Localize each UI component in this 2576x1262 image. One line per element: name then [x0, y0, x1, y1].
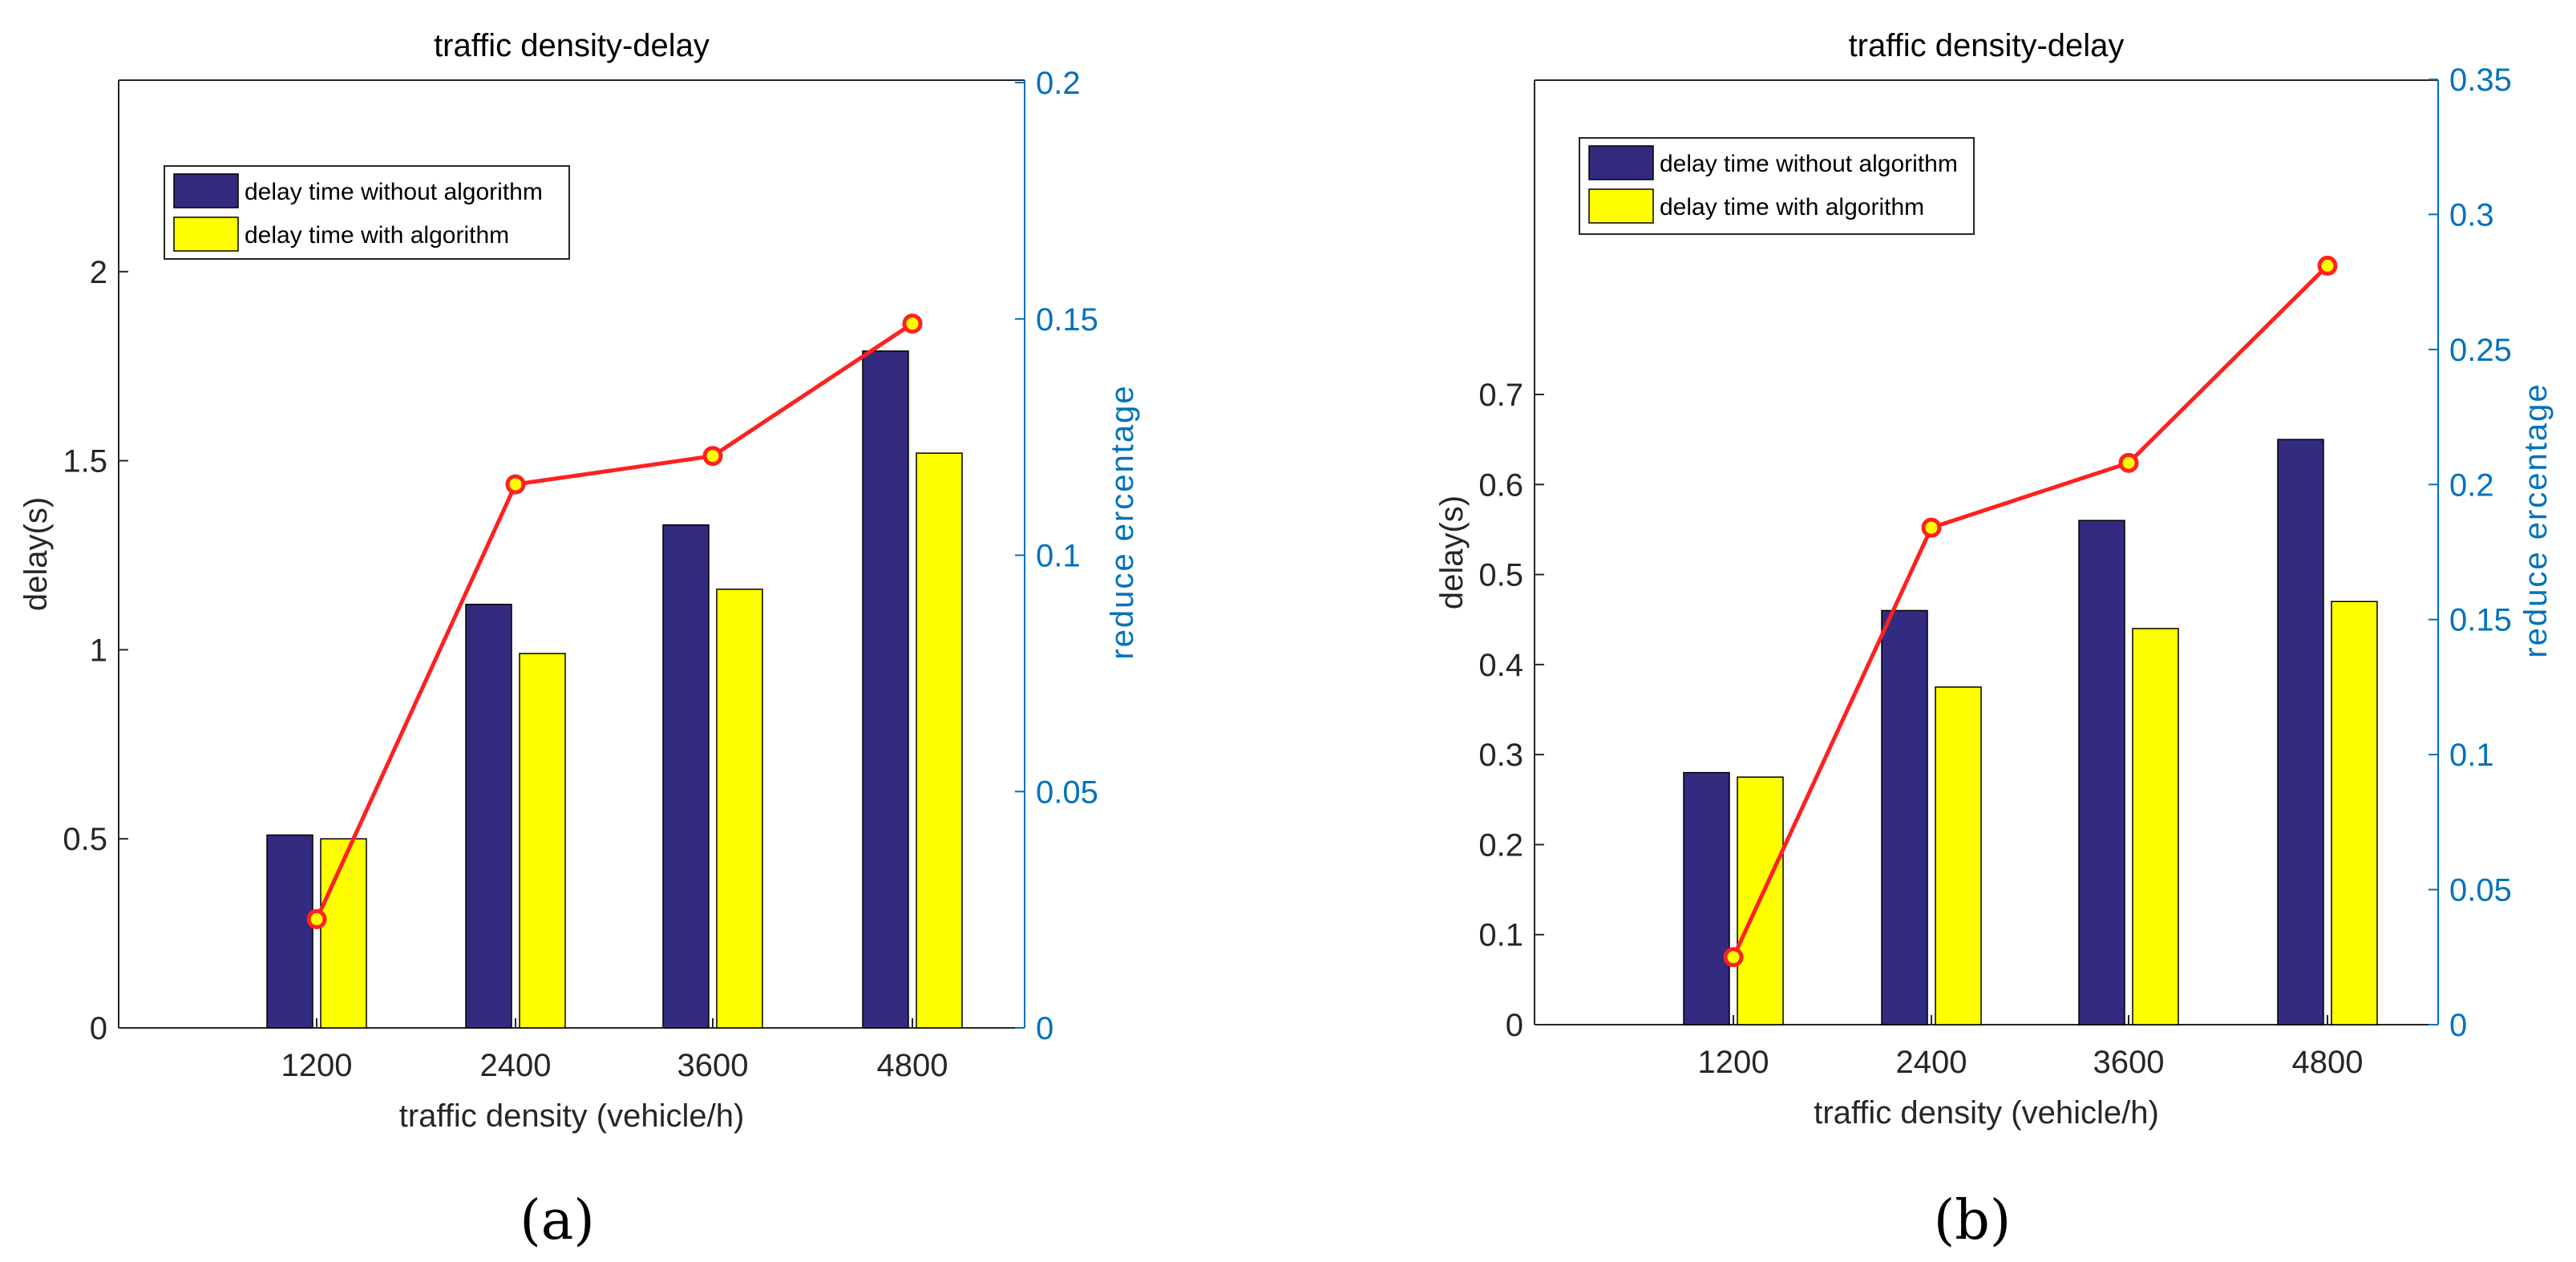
legend-label: delay time with algorithm [1660, 194, 1924, 220]
legend-swatch [1588, 188, 1654, 224]
panel-label: (b) [1934, 1189, 2012, 1252]
legend-label: delay time with algorithm [245, 222, 509, 249]
legend-label: delay time without algorithm [1660, 151, 1958, 177]
y-axis-label: delay(s) [1434, 495, 1470, 609]
bar-without-algorithm [266, 834, 313, 1029]
reduce-percentage-line [314, 322, 914, 920]
y-tick-label: 0.4 [1478, 648, 1523, 683]
bar-without-algorithm [862, 350, 909, 1029]
y-tick-label: 0.5 [63, 822, 107, 857]
reduce-percentage-point [1723, 947, 1744, 968]
reduce-percentage-line [1731, 264, 2329, 958]
y2-tick-label: 0.15 [1036, 302, 1098, 338]
x-axis-label: traffic density (vehicle/h) [1814, 1095, 2159, 1131]
x-tick-label: 1200 [281, 1048, 353, 1083]
bar-without-algorithm [1881, 609, 1928, 1025]
chart-title: traffic density-delay [1849, 28, 2125, 63]
reduce-percentage-point [505, 474, 526, 495]
reduce-percentage-point [2317, 255, 2338, 276]
y-tick-label: 2 [90, 255, 107, 290]
y-tick-label: 1 [90, 633, 107, 668]
reduce-percentage-point [306, 908, 327, 929]
bar-with-algorithm [716, 589, 763, 1029]
bar-without-algorithm [2277, 439, 2324, 1025]
y-tick-label: 0 [1506, 1008, 1523, 1043]
bar-without-algorithm [2078, 520, 2125, 1025]
y2-tick-label: 0.25 [2449, 333, 2512, 368]
x-tick-label: 1200 [1698, 1045, 1769, 1080]
y-tick-label: 0.6 [1478, 467, 1523, 503]
y-tick-label: 1.5 [63, 444, 107, 479]
y-tick-label: 0.2 [1478, 827, 1523, 863]
bar-with-algorithm [916, 452, 963, 1029]
x-tick-label: 3600 [2093, 1045, 2165, 1080]
y2-tick-label: 0.3 [2449, 197, 2494, 233]
y2-tick-label: 0.05 [1036, 775, 1098, 810]
x-tick-label: 2400 [1896, 1045, 1967, 1080]
y-axis-label: delay(s) [18, 497, 54, 611]
y-tick-label: 0 [90, 1011, 107, 1046]
legend-swatch [173, 216, 239, 252]
x-tick-label: 4800 [2292, 1045, 2364, 1080]
bar-with-algorithm [2331, 601, 2378, 1025]
y2-tick-label: 0.2 [1036, 66, 1081, 101]
y2-axis-label: reduce ercentage [2518, 382, 2554, 657]
y2-tick-label: 0.15 [2449, 603, 2512, 638]
reduce-percentage-point [902, 313, 923, 334]
legend-swatch [173, 173, 239, 208]
x-tick-label: 2400 [480, 1048, 552, 1083]
chart-panel-a: 0 0.5 1 1.5 2 0 0.05 0.1 0.15 0.2 1200 2400 3600 4800… [18, 28, 1140, 1252]
reduce-percentage-point [1921, 517, 1942, 538]
x-tick-label: 4800 [877, 1048, 948, 1083]
x-axis-label: traffic density (vehicle/h) [399, 1098, 745, 1134]
y2-tick-label: 0.2 [2449, 467, 2494, 503]
y-tick-label: 0.1 [1478, 918, 1523, 953]
chart-title: traffic density-delay [434, 28, 710, 63]
y2-tick-label: 0.1 [1036, 539, 1081, 574]
legend-swatch [1588, 145, 1654, 180]
bar-with-algorithm [320, 838, 367, 1029]
x-tick-label: 3600 [677, 1048, 749, 1083]
bar-with-algorithm [519, 653, 566, 1029]
reduce-percentage-point [702, 446, 723, 467]
y2-tick-label: 0 [1036, 1011, 1053, 1046]
bar-with-algorithm [2132, 628, 2179, 1025]
bar-without-algorithm [1683, 771, 1730, 1025]
y-tick-label: 0.7 [1478, 378, 1523, 413]
bar-with-algorithm [1935, 686, 1982, 1025]
bar-without-algorithm [465, 604, 512, 1029]
legend-label: delay time without algorithm [245, 179, 543, 205]
y2-axis-label: reduce ercentage [1105, 384, 1140, 659]
reduce-percentage-point [2118, 452, 2139, 473]
bar-without-algorithm [662, 524, 710, 1029]
y-tick-label: 0.5 [1478, 558, 1523, 593]
y2-tick-label: 0.35 [2449, 63, 2512, 98]
y-tick-label: 0.3 [1478, 738, 1523, 773]
panel-label: (a) [520, 1189, 595, 1252]
y2-tick-label: 0.1 [2449, 738, 2494, 773]
y2-tick-label: 0.05 [2449, 873, 2512, 908]
y2-tick-label: 0 [2449, 1008, 2467, 1043]
chart-panel-b: 0 0.1 0.2 0.3 0.4 0.5 0.6 0.7 0 0.05 0.1 0.15 0.2 0.2… [1434, 28, 2554, 1252]
